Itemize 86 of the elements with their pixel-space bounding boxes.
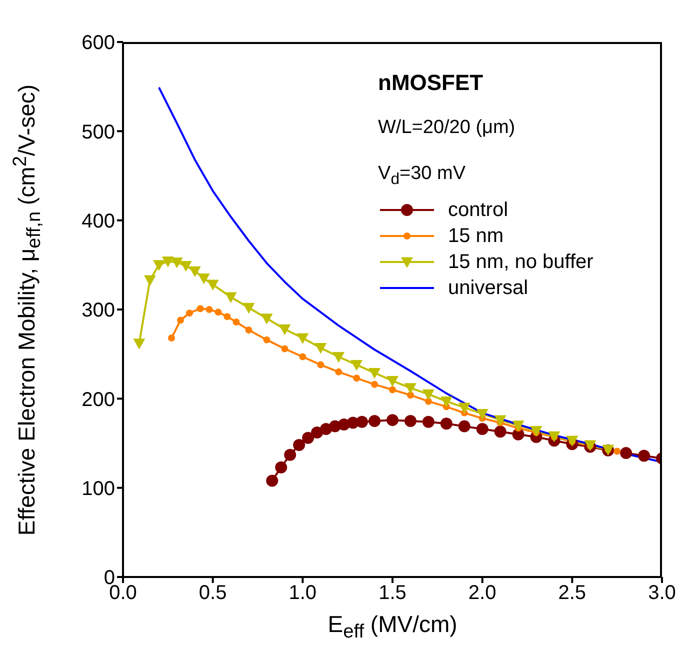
legend-label: universal	[448, 276, 528, 300]
point	[371, 380, 378, 388]
point	[275, 461, 288, 474]
point	[296, 333, 309, 344]
point	[133, 338, 146, 350]
point	[422, 389, 434, 400]
legend-label: 15 nm, no buffer	[448, 250, 594, 274]
point	[458, 402, 470, 414]
y-tick-label: 500	[82, 121, 115, 144]
point	[299, 353, 306, 360]
x-tick-label: 2.5	[558, 582, 586, 604]
point	[168, 334, 176, 342]
point	[404, 414, 416, 427]
point	[614, 448, 621, 455]
y-tick-label: 400	[82, 210, 115, 232]
text: nMOSFET	[378, 70, 484, 96]
y-tick-label: 200	[82, 388, 115, 411]
point	[404, 383, 416, 394]
point	[386, 376, 398, 387]
point	[476, 409, 488, 420]
x-tick-label: 1.0	[288, 582, 317, 604]
y-tick-label: 100	[82, 478, 115, 500]
point	[566, 436, 578, 447]
point	[198, 273, 210, 284]
y-tick-label: 300	[82, 300, 115, 322]
point	[196, 305, 204, 312]
point	[422, 416, 434, 428]
annotation: V$_{d}$=30 mV	[378, 163, 466, 189]
point	[242, 302, 255, 314]
point	[389, 386, 396, 394]
point	[152, 260, 165, 271]
point	[266, 474, 278, 487]
x-tick-label: 3.0	[648, 582, 676, 604]
point	[224, 292, 237, 304]
x-tick-label: 0.5	[198, 582, 227, 604]
point	[180, 261, 192, 272]
y-tick-label: 600	[82, 32, 115, 54]
point	[353, 374, 360, 382]
point	[281, 345, 288, 352]
point	[214, 308, 222, 316]
point	[368, 414, 381, 427]
annotation: W/L=20/20 (μm)	[378, 117, 516, 139]
point	[232, 318, 240, 326]
point	[368, 368, 381, 379]
point	[263, 336, 270, 344]
point	[245, 326, 252, 334]
point	[638, 450, 650, 462]
point	[188, 266, 201, 278]
point	[170, 257, 183, 268]
point	[293, 439, 306, 452]
point	[311, 426, 324, 439]
point	[476, 422, 488, 435]
point	[144, 275, 156, 286]
point	[356, 416, 368, 428]
point	[424, 398, 432, 405]
point	[335, 368, 342, 376]
point	[530, 426, 542, 437]
point	[332, 352, 345, 363]
point	[494, 415, 506, 426]
point	[494, 426, 506, 438]
x-tick-label: 1.5	[378, 582, 406, 604]
point	[260, 314, 273, 324]
point	[620, 447, 632, 460]
point	[440, 396, 452, 408]
legend-label: 15 nm	[448, 224, 504, 248]
point	[206, 306, 213, 313]
point	[302, 432, 314, 444]
point	[458, 420, 470, 432]
point	[206, 280, 219, 291]
point	[224, 313, 231, 320]
point	[284, 448, 296, 461]
point	[317, 361, 324, 368]
point	[350, 360, 363, 371]
point	[162, 256, 174, 268]
legend-label: control	[448, 198, 508, 222]
point	[440, 418, 452, 430]
point	[512, 420, 524, 432]
x-tick-label: 2.0	[468, 582, 496, 604]
point	[314, 343, 327, 354]
point	[176, 316, 184, 324]
point	[186, 310, 193, 317]
point	[278, 324, 291, 336]
point	[386, 414, 398, 426]
x-axis-title: E$_{eff}$ (MV/cm)	[326, 611, 458, 644]
point	[548, 431, 560, 442]
point	[406, 392, 414, 399]
